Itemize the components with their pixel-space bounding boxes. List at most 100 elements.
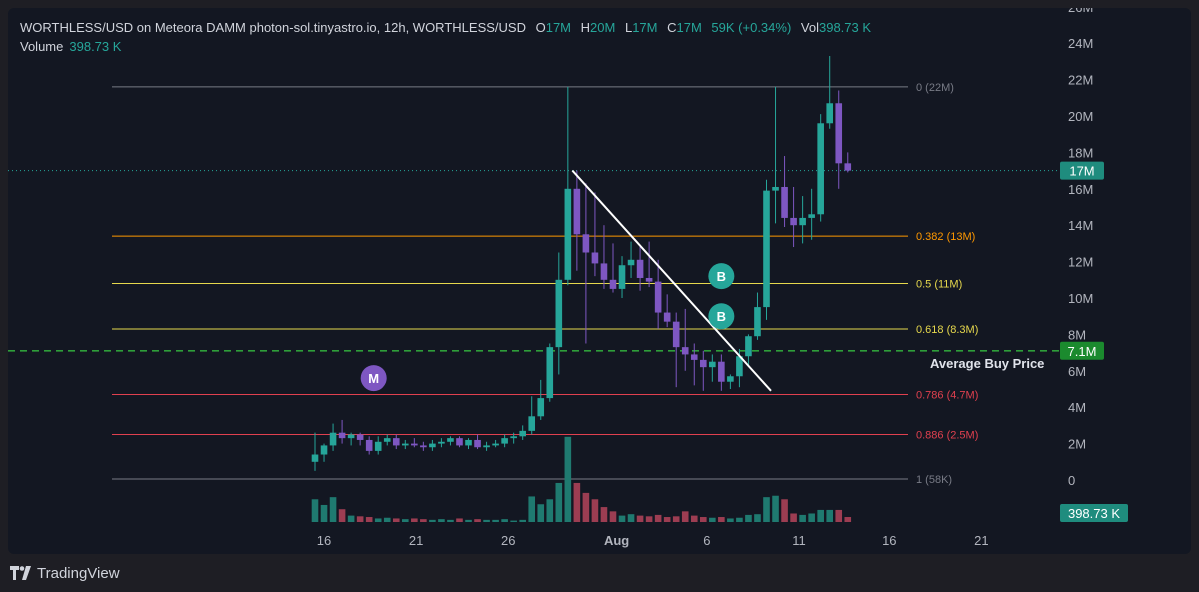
candle-body — [528, 416, 536, 431]
volume-bar — [537, 504, 545, 522]
candle-body — [483, 445, 490, 448]
candle-body — [411, 443, 418, 446]
average-buy-label: Average Buy Price — [930, 356, 1044, 371]
candlestick-chart[interactable]: 02M4M6M8M10M12M14M16M18M20M22M24M26M1621… — [8, 8, 1191, 554]
chart-panel[interactable]: 02M4M6M8M10M12M14M16M18M20M22M24M26M1621… — [8, 8, 1191, 554]
volume-bar — [727, 518, 734, 522]
candle-body — [591, 252, 599, 264]
volume-bar — [573, 482, 581, 522]
y-tick-label: 6M — [1068, 364, 1086, 379]
volume-bar — [672, 516, 680, 522]
volume-bar — [411, 518, 418, 522]
volume-legend[interactable]: Volume 398.73 K — [20, 39, 121, 54]
volume-bar — [745, 514, 752, 522]
candle-body — [465, 439, 472, 446]
fib-level-label: 0.786 (4.7M) — [916, 389, 978, 401]
volume-bar — [763, 497, 770, 522]
volume-bar — [709, 517, 716, 522]
volume-bar — [402, 519, 409, 522]
y-tick-label: 8M — [1068, 327, 1086, 342]
fib-level-label: 0 (22M) — [916, 82, 954, 94]
candle-body — [582, 234, 590, 253]
candle-body — [474, 439, 481, 448]
candle-body — [790, 217, 797, 226]
candle-body — [374, 441, 382, 451]
candle-body — [826, 103, 834, 124]
volume-bar — [438, 519, 445, 522]
tradingview-brand[interactable]: TradingView — [10, 563, 120, 583]
candle-body — [763, 190, 770, 308]
volume-bar — [555, 482, 563, 522]
fib-level-label: 0.382 (13M) — [916, 231, 975, 243]
candle-body — [754, 307, 761, 337]
volume-value: 398.73 K — [69, 39, 122, 54]
volume-bar — [420, 519, 427, 522]
volume-bar — [609, 511, 617, 522]
volume-bar — [383, 517, 391, 522]
tradingview-logo-icon — [10, 566, 31, 580]
trade-marker — [708, 303, 735, 330]
candle-body — [645, 277, 653, 282]
candle-body — [772, 186, 779, 191]
volume-bar — [311, 499, 319, 522]
y-tick-label: 16M — [1068, 182, 1093, 197]
candle-body — [817, 123, 824, 215]
open-value: 17M — [545, 20, 572, 35]
y-tick-label: 20M — [1068, 109, 1093, 124]
volume-bar — [374, 518, 382, 522]
x-tick-label: 21 — [974, 533, 988, 548]
volume-bar — [654, 514, 662, 522]
candle-body — [718, 361, 725, 382]
volume-bar — [790, 513, 797, 522]
candle-body — [727, 376, 734, 382]
vol-value: 398.73 K — [818, 20, 872, 35]
candle-body — [329, 432, 337, 446]
volume-bar — [690, 515, 698, 522]
x-tick-label: 11 — [792, 533, 806, 548]
volume-bar — [546, 499, 554, 522]
trade-marker — [360, 365, 387, 392]
volume-bar — [582, 492, 590, 522]
candle-body — [383, 438, 391, 442]
volume-bar — [772, 495, 779, 522]
volume-tag-text: 398.73 K — [1068, 506, 1120, 521]
candle-body — [311, 454, 319, 462]
candle-body — [447, 438, 454, 442]
volume-bar — [456, 518, 463, 522]
volume-bar — [356, 516, 364, 522]
y-tick-label: 4M — [1068, 400, 1086, 415]
volume-bar — [483, 519, 490, 522]
x-tick-label: 16 — [882, 533, 896, 548]
volume-bar — [844, 517, 852, 522]
volume-tag — [1060, 504, 1128, 522]
volume-bar — [835, 509, 843, 522]
candle-body — [618, 265, 626, 289]
candle-body — [745, 336, 752, 357]
volume-label: Volume — [20, 39, 64, 54]
volume-bar — [645, 516, 653, 522]
volume-bar — [447, 519, 454, 522]
candle-body — [365, 439, 373, 451]
y-tick-label: 10M — [1068, 291, 1093, 306]
low-label: L — [624, 20, 633, 35]
symbol-title[interactable]: WORTHLESS/USD on Meteora DAMM photon-sol… — [20, 20, 526, 35]
candle-body — [736, 356, 743, 377]
volume-bar — [591, 499, 599, 522]
volume-bar — [338, 509, 346, 522]
y-tick-label: 22M — [1068, 73, 1093, 88]
high-label: H — [580, 20, 591, 35]
candle-body — [709, 361, 716, 368]
candle-body — [356, 434, 364, 440]
candle-body — [438, 441, 445, 444]
candle-body — [519, 430, 526, 437]
candle-body — [429, 443, 436, 448]
volume-bar — [320, 504, 328, 522]
candle-body — [781, 186, 788, 218]
candle-body — [672, 321, 680, 348]
volume-bar — [600, 507, 608, 522]
candle-body — [627, 259, 635, 266]
candle-body — [654, 281, 662, 313]
y-tick-label: 12M — [1068, 255, 1093, 270]
trade-marker-letter: B — [717, 309, 726, 324]
